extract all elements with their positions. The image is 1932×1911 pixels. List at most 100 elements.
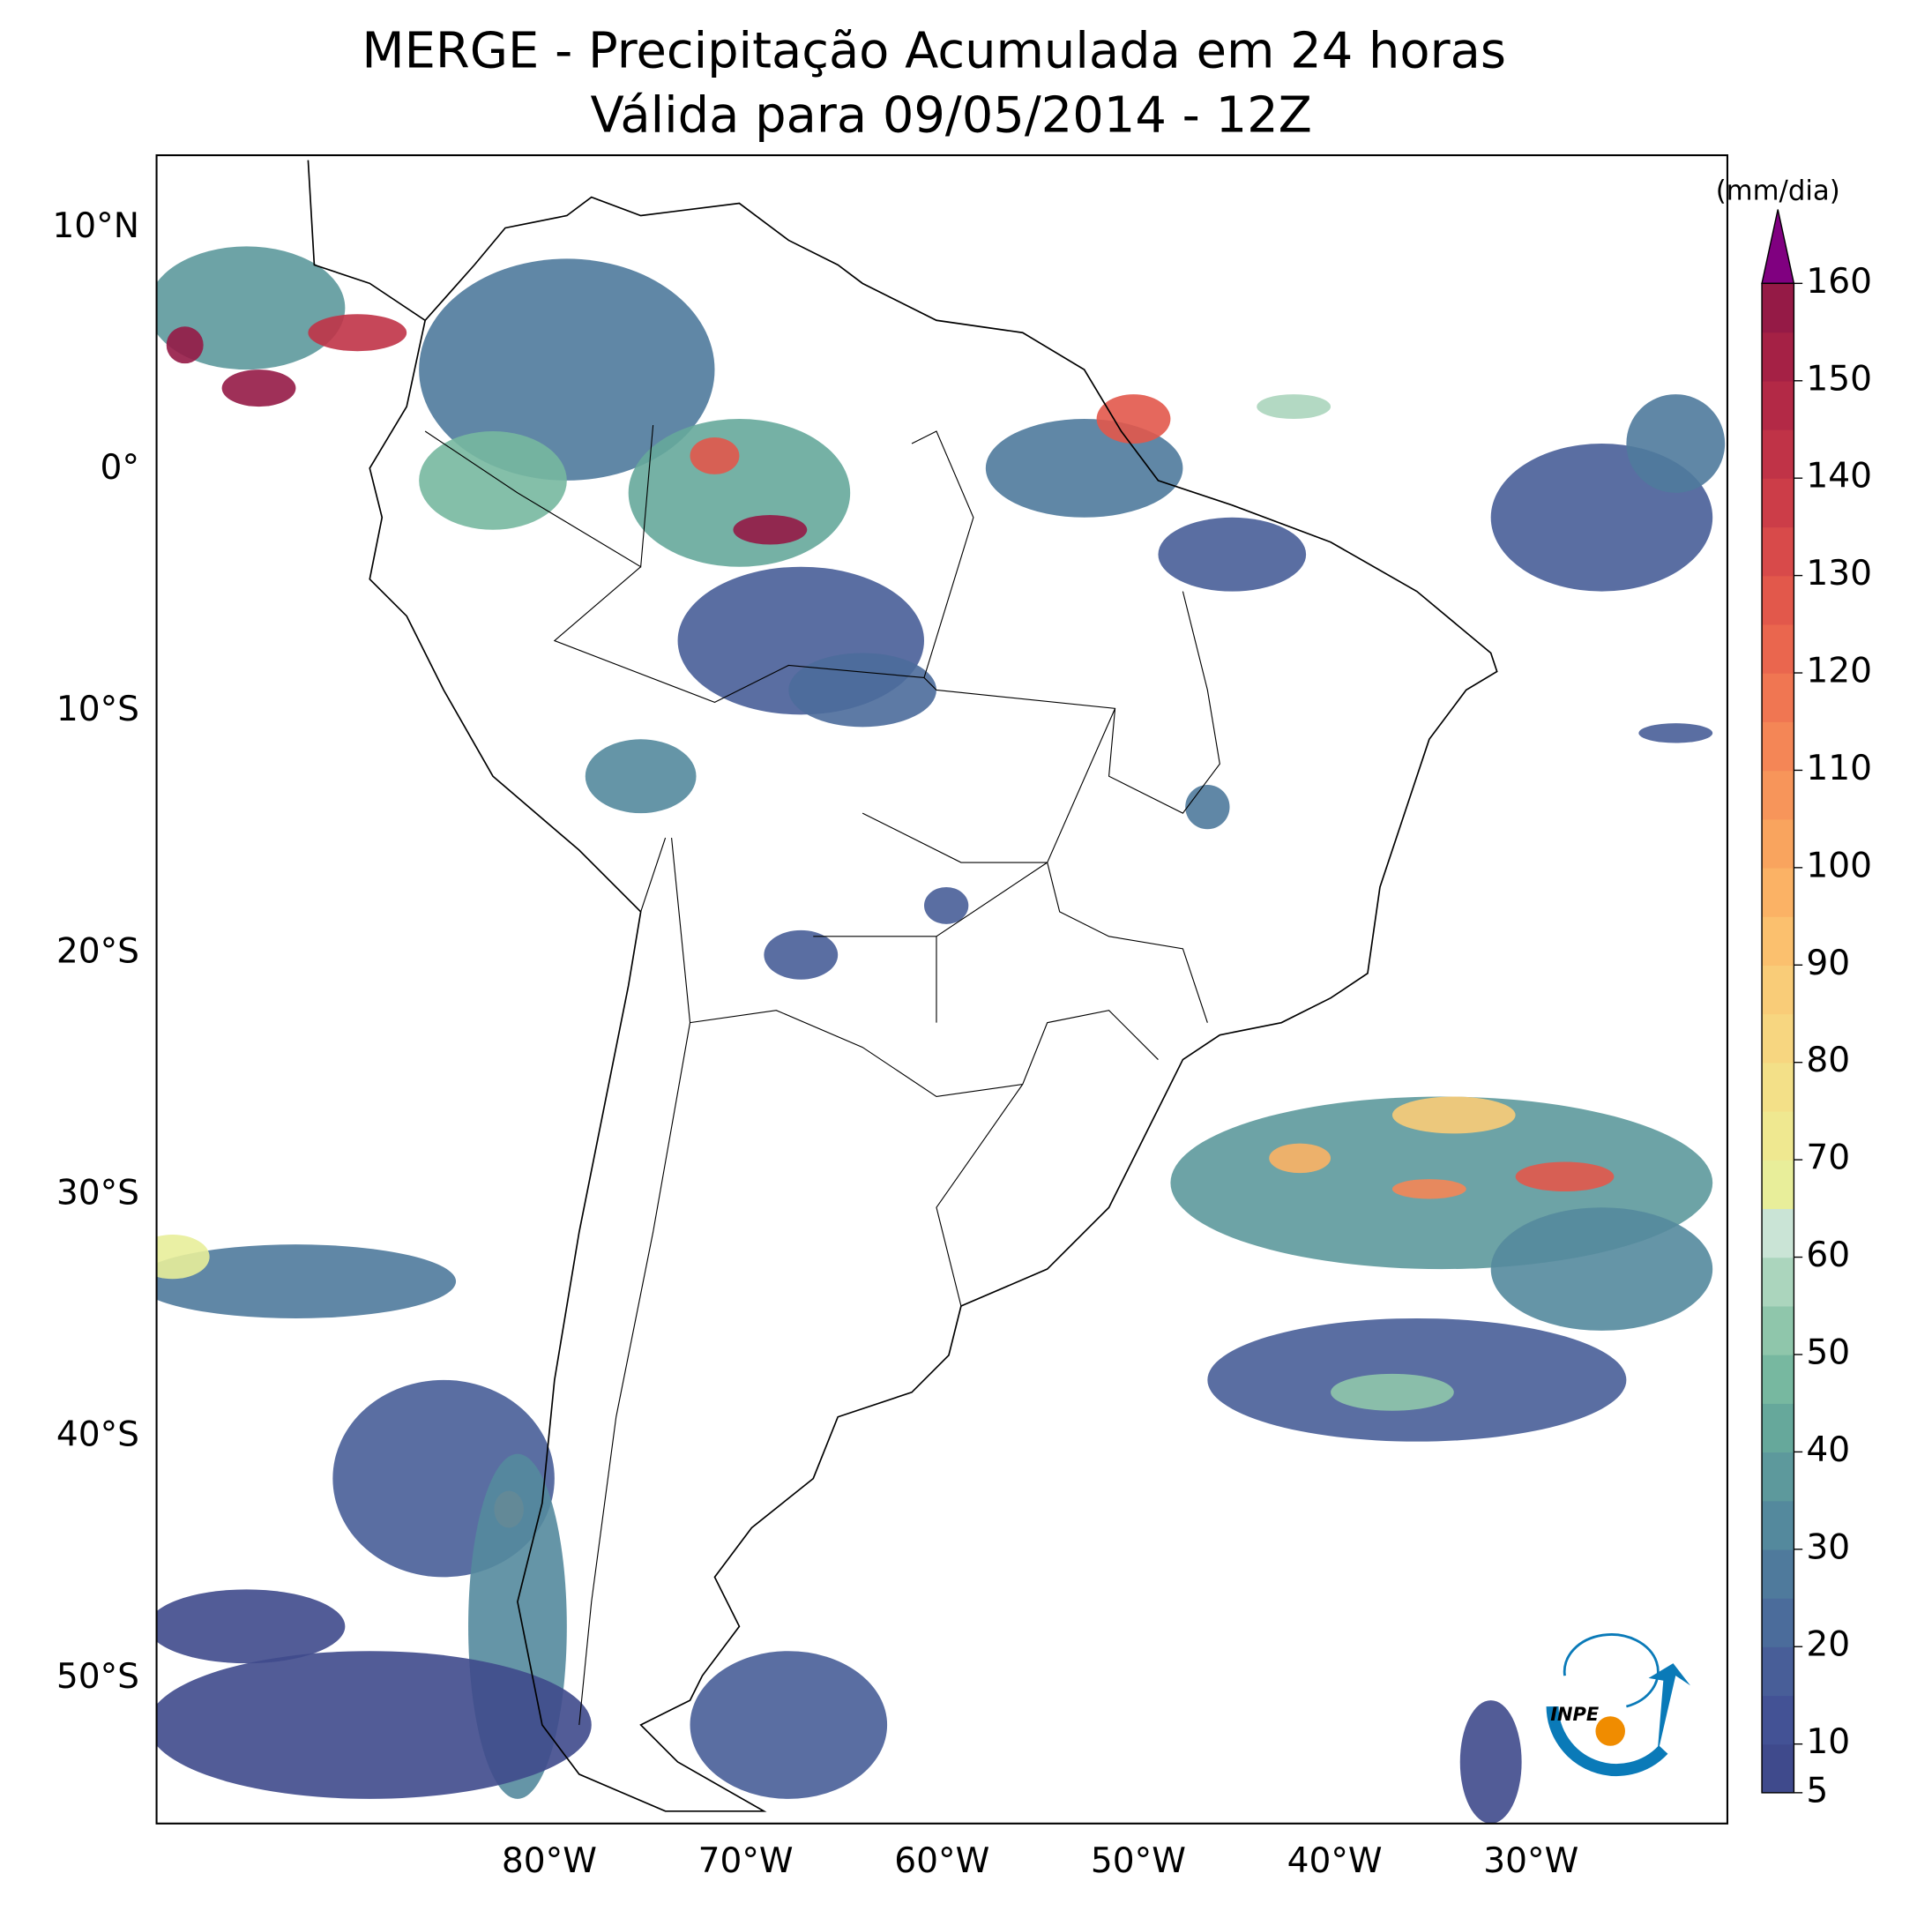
colorbar-band — [1762, 1743, 1794, 1794]
colorbar-tick-label: 100 — [1806, 846, 1872, 885]
precip-area — [1257, 394, 1332, 420]
precip-area — [308, 314, 407, 352]
colorbar-band — [1762, 1695, 1794, 1745]
lon-label: 70°W — [698, 1841, 794, 1881]
title-line: Válida para 09/05/2014 - 12Z — [591, 86, 1312, 144]
logo-arc — [1546, 1706, 1668, 1776]
colorbar-band — [1762, 1403, 1794, 1453]
colorbar: 5 10 20 30 40 50 60 70 80 90 100 110 120 130 140 150 160… — [1716, 175, 1872, 1810]
colorbar-band — [1762, 867, 1794, 917]
colorbar-band — [1762, 1160, 1794, 1210]
precip-area — [1331, 1373, 1454, 1411]
colorbar-band — [1762, 770, 1794, 820]
colorbar-band — [1762, 1062, 1794, 1112]
precip-area — [1391, 1179, 1466, 1199]
colorbar-tick-label: 140 — [1806, 457, 1872, 496]
colorbar-band — [1762, 1208, 1794, 1258]
logo-dot — [1595, 1716, 1625, 1746]
colorbar-band — [1762, 380, 1794, 430]
precip-area — [1638, 723, 1713, 743]
precip-area — [1459, 1700, 1522, 1824]
colorbar-band — [1762, 1110, 1794, 1161]
precip-area — [733, 515, 808, 545]
lat-label: 20°S — [56, 931, 139, 971]
lat-label: 10°N — [52, 206, 139, 246]
colorbar-band — [1762, 818, 1794, 869]
precip-area — [156, 1651, 592, 1799]
colorbar-band — [1762, 1354, 1794, 1404]
map-frame — [155, 153, 1728, 1825]
precip-area — [628, 419, 851, 567]
coastline — [307, 160, 1498, 1812]
colorbar-tick-label: 20 — [1806, 1625, 1850, 1665]
lon-label: 30°W — [1483, 1841, 1578, 1881]
colorbar-band — [1762, 1646, 1794, 1697]
colorbar-band — [1762, 623, 1794, 674]
colorbar-band — [1762, 1500, 1794, 1550]
colorbar-label: (mm/dia) — [1716, 175, 1840, 206]
colorbar-tick-label: 5 — [1806, 1771, 1828, 1810]
precip-area — [764, 929, 839, 980]
precip-area — [923, 886, 969, 924]
colorbar-tick-label: 150 — [1806, 359, 1872, 399]
colorbar-band — [1762, 1013, 1794, 1064]
colorbar-tick-label: 130 — [1806, 554, 1872, 593]
borders — [424, 424, 1220, 1726]
colorbar-band — [1762, 526, 1794, 577]
colorbar-tick-label: 60 — [1806, 1235, 1850, 1275]
colorbar-band — [1762, 673, 1794, 722]
precip-area — [788, 653, 936, 728]
colorbar-band — [1762, 1257, 1794, 1307]
colorbar-tick-label: 90 — [1806, 944, 1850, 983]
precip-area — [419, 258, 715, 481]
colorbar-band — [1762, 478, 1794, 528]
precip-area — [1096, 394, 1171, 444]
logo-orbit — [1563, 1633, 1660, 1708]
logo-text: INPE — [1550, 1704, 1600, 1725]
title-line: MERGE - Precipitação Acumulada em 24 hor… — [362, 23, 1506, 80]
inpe-logo: INPE — [1546, 1633, 1691, 1776]
precip-area — [1185, 784, 1230, 830]
lat-label: 10°S — [56, 690, 139, 729]
colorbar-frame — [1761, 282, 1795, 1794]
lat-label: 0° — [101, 448, 139, 488]
map — [156, 160, 1726, 1824]
precip-area — [690, 437, 740, 474]
precip-area — [156, 246, 346, 370]
colorbar-band — [1762, 1549, 1794, 1599]
precip-area — [1515, 1161, 1615, 1192]
colorbar-tick-label: 10 — [1806, 1722, 1850, 1762]
colorbar-band — [1762, 721, 1794, 772]
colorbar-tick-label: 30 — [1806, 1527, 1850, 1567]
precip-area — [221, 370, 296, 407]
lon-label: 50°W — [1091, 1841, 1186, 1881]
precip-area — [156, 1234, 210, 1280]
lon-label: 40°W — [1287, 1841, 1383, 1881]
lon-label: 60°W — [894, 1841, 989, 1881]
lat-label: 40°S — [56, 1415, 139, 1455]
lon-label: 80°W — [502, 1841, 597, 1881]
precip-area — [156, 1244, 457, 1318]
colorbar-tick-label: 110 — [1806, 749, 1872, 788]
precip-area — [1158, 517, 1307, 592]
colorbar-band — [1762, 965, 1794, 1015]
precip-area — [585, 739, 697, 814]
colorbar-band — [1762, 429, 1794, 479]
colorbar-band — [1762, 1598, 1794, 1647]
colorbar-band — [1762, 332, 1794, 382]
colorbar-band — [1762, 916, 1794, 966]
colorbar-band — [1762, 1305, 1794, 1355]
precip-area — [690, 1651, 888, 1799]
colorbar-extend — [1761, 209, 1795, 285]
precip-area — [419, 431, 567, 530]
precip-area — [1626, 394, 1726, 493]
lat-label: 30°S — [56, 1173, 139, 1213]
colorbar-tick-label: 50 — [1806, 1332, 1850, 1372]
colorbar-tick-label: 80 — [1806, 1041, 1850, 1080]
colorbar-tick-label: 40 — [1806, 1430, 1850, 1470]
colorbar-tick-label: 160 — [1806, 262, 1872, 302]
precip-area — [166, 326, 204, 364]
colorbar-tick-label: 120 — [1806, 652, 1872, 691]
logo-arrow — [1648, 1663, 1691, 1756]
